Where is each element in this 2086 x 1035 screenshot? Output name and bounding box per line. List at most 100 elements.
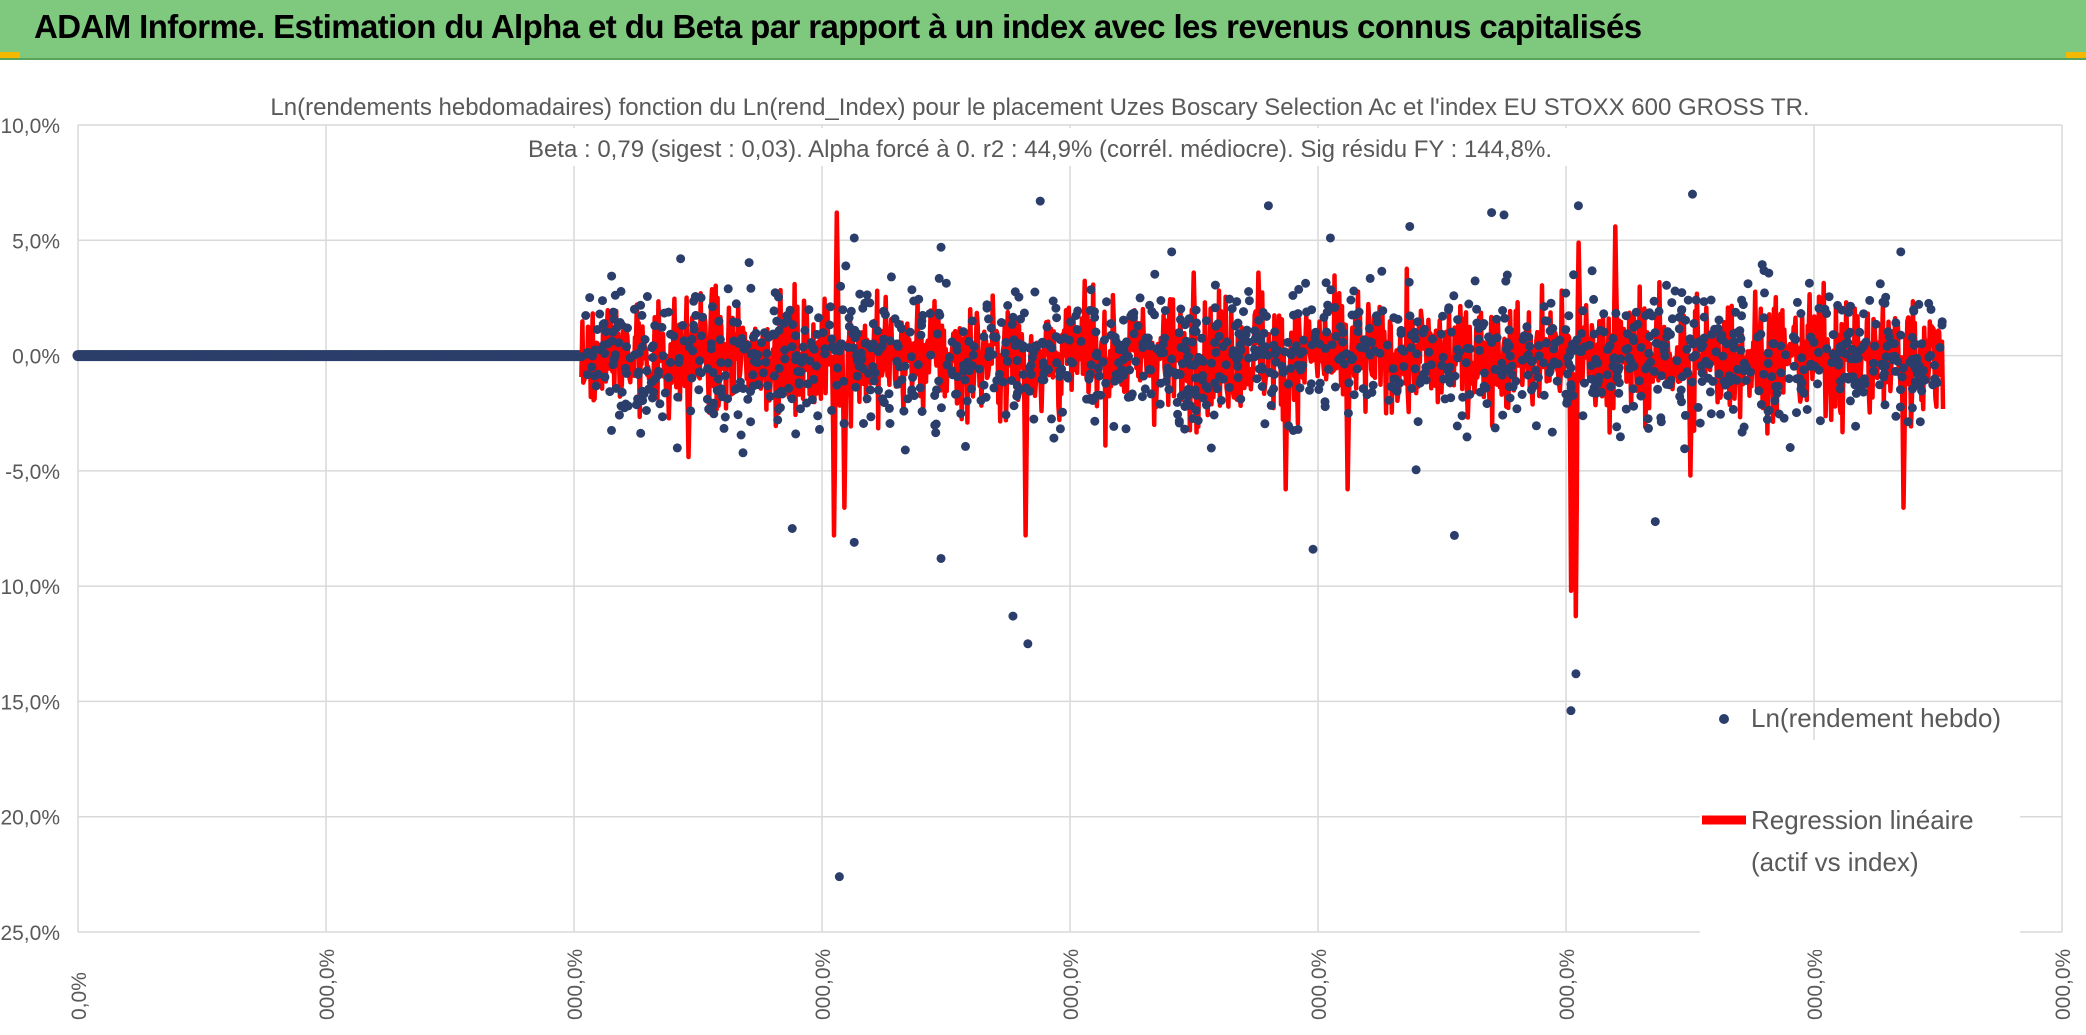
scatter-point: [663, 373, 673, 383]
scatter-point: [1233, 361, 1243, 371]
scatter-point: [785, 305, 795, 315]
scatter-point: [1073, 306, 1083, 316]
scatter-point: [1539, 390, 1549, 400]
scatter-point: [607, 425, 616, 435]
chart-subtitle: Beta : 0,79 (sigest : 0,03). Alpha forcé…: [528, 136, 1552, 163]
scatter-point: [1593, 379, 1602, 389]
scatter-point: [1438, 352, 1448, 362]
scatter-point: [1338, 337, 1348, 347]
scatter-point: [713, 374, 723, 384]
scatter-point: [1135, 293, 1145, 303]
scatter-point: [1133, 321, 1143, 331]
scatter-point: [1191, 406, 1201, 415]
scatter-point: [811, 361, 821, 371]
scatter-point: [1905, 357, 1915, 367]
scatter-point: [1138, 339, 1148, 348]
scatter-point: [1183, 384, 1193, 394]
scatter-point: [1263, 350, 1273, 360]
scatter-point: [1552, 376, 1562, 386]
scatter-point: [1102, 297, 1111, 307]
scatter-point: [746, 283, 756, 293]
scatter-point: [1453, 315, 1463, 325]
scatter-point: [730, 384, 740, 394]
scatter-point: [1621, 404, 1631, 414]
scatter-point: [1731, 307, 1741, 317]
scatter-point: [1470, 276, 1480, 286]
scatter-point: [716, 387, 726, 397]
scatter-point: [1129, 308, 1139, 318]
scatter-point-outlier: [1263, 201, 1273, 211]
scatter-point: [1450, 371, 1460, 381]
scatter-point: [1008, 312, 1018, 322]
scatter-point: [969, 342, 979, 352]
scatter-point: [1003, 356, 1013, 366]
scatter-point: [1497, 370, 1507, 380]
scatter-point: [1161, 376, 1171, 386]
scatter-point: [1030, 287, 1040, 297]
scatter-point: [1207, 358, 1216, 368]
scatter-point: [623, 323, 632, 333]
scatter-point: [1072, 325, 1082, 334]
scatter-point: [941, 278, 951, 288]
scatter-point: [1785, 443, 1795, 452]
scatter-point: [1197, 333, 1207, 343]
scatter-point: [1224, 383, 1234, 392]
scatter-point: [1650, 328, 1660, 338]
scatter-point: [777, 389, 787, 399]
scatter-point: [1729, 337, 1739, 347]
scatter-point: [1699, 312, 1709, 322]
scatter-point: [1633, 319, 1643, 329]
scatter-point: [1443, 366, 1453, 376]
scatter-point: [1445, 378, 1455, 388]
scatter-point: [1760, 288, 1769, 298]
regression-chart: 10,0% 5,0% 0,0% -5,0% -10,0% -15,0% -20,0% -25,…: [0, 60, 2086, 1035]
scatter-point: [885, 419, 895, 428]
scatter-point: [1221, 360, 1231, 370]
scatter-point: [1269, 384, 1279, 394]
scatter-point: [907, 285, 917, 295]
scatter-point: [1270, 327, 1280, 337]
scatter-point: [1540, 316, 1550, 326]
scatter-point: [1846, 301, 1855, 311]
scatter-point: [900, 445, 910, 455]
scatter-point: [879, 334, 889, 344]
scatter-point: [1880, 298, 1890, 308]
scatter-point: [1446, 393, 1456, 403]
scatter-point: [644, 384, 654, 394]
scatter-point: [1009, 335, 1019, 345]
scatter-point: [1018, 370, 1028, 379]
scatter-point: [1114, 358, 1124, 368]
scatter-point: [1741, 362, 1751, 372]
scatter-point: [820, 349, 830, 359]
scatter-point-outlier: [1023, 639, 1033, 649]
scatter-point: [1732, 375, 1742, 385]
scatter-point: [1527, 385, 1536, 395]
scatter-point: [1634, 376, 1644, 386]
scatter-point: [723, 284, 733, 294]
scatter-point: [609, 354, 619, 364]
scatter-point: [914, 294, 924, 304]
scatter-point: [1193, 416, 1203, 425]
scatter-point: [956, 409, 966, 419]
scatter-point: [1224, 294, 1234, 304]
scatter-point: [1393, 314, 1403, 324]
scatter-point: [836, 281, 846, 291]
scatter-point: [865, 385, 875, 395]
scatter-point: [1444, 305, 1453, 315]
scatter-point: [1770, 396, 1780, 406]
scatter-point: [1714, 315, 1724, 325]
scatter-point: [1086, 360, 1096, 370]
scatter-point: [1146, 389, 1156, 399]
scatter-point: [862, 290, 872, 300]
scatter-point: [1269, 370, 1279, 379]
scatter-point: [622, 342, 631, 352]
scatter-point: [979, 380, 989, 390]
scatter-point: [1789, 361, 1799, 371]
scatter-point: [988, 350, 998, 360]
scatter-point: [591, 381, 601, 391]
scatter-point: [1835, 342, 1845, 352]
scatter-point: [1804, 278, 1814, 288]
scatter-point: [834, 346, 844, 356]
scatter-point-outlier: [1487, 208, 1497, 218]
x-axis-labels: 0,0% 000,0% 000,0% 000,0% 000,0% 000,0% 000,0%…: [68, 949, 2075, 1020]
